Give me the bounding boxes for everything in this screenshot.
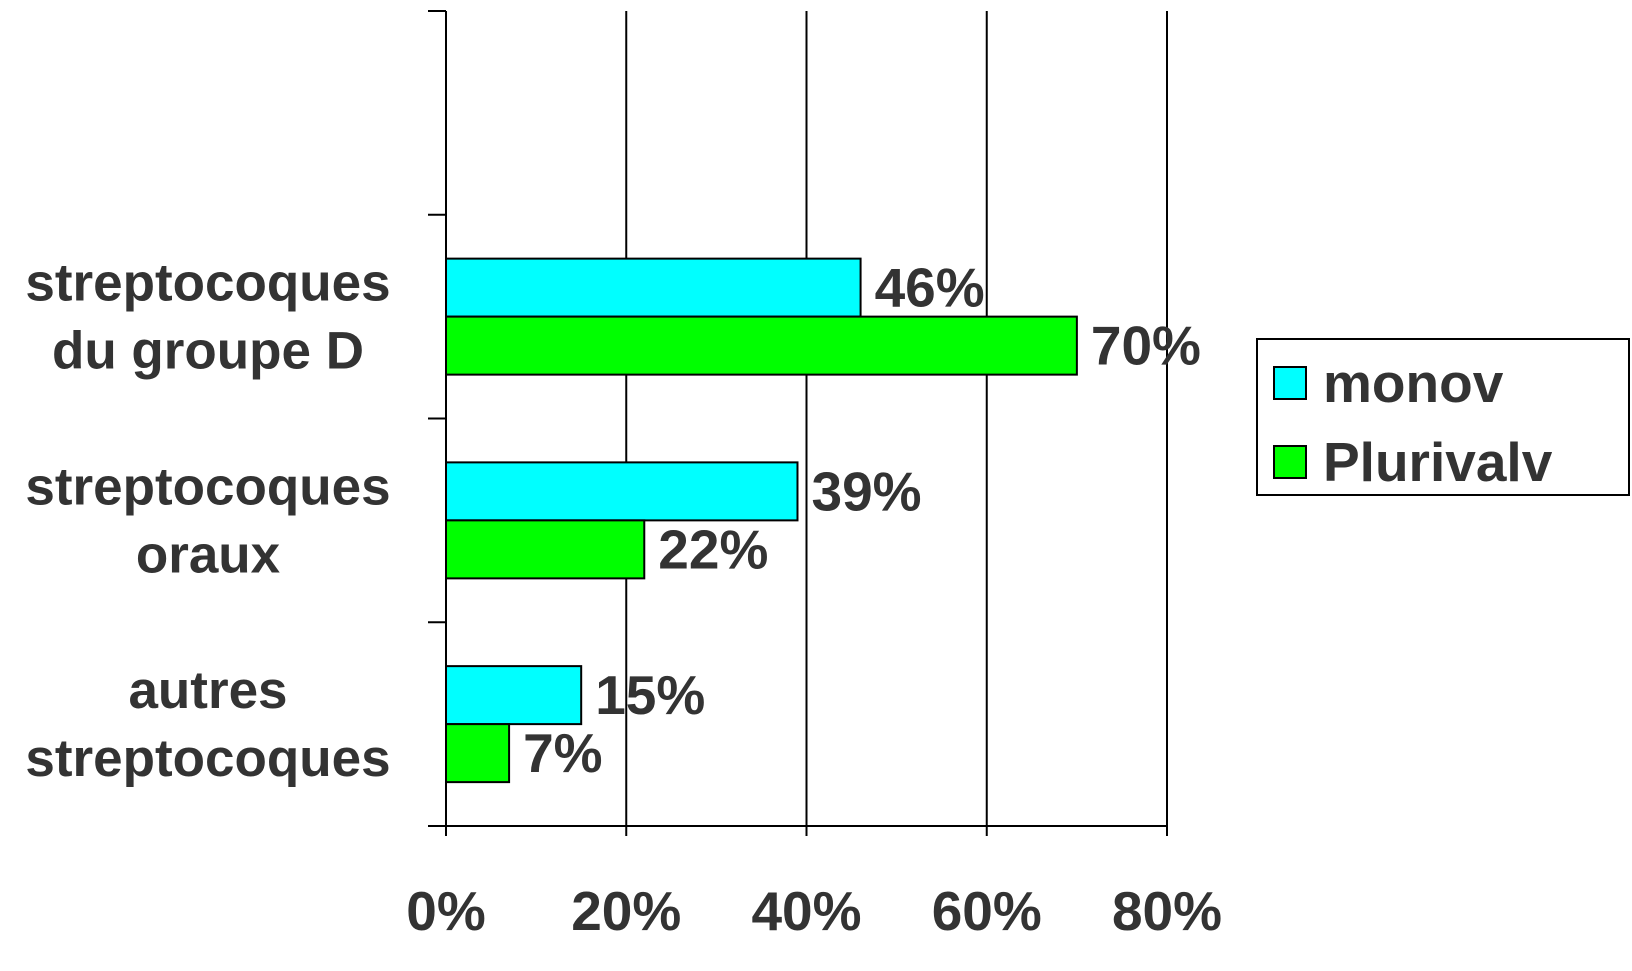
category-label: streptocoques [25, 729, 390, 788]
bar-monov-1 [445, 461, 799, 522]
category-labels: autres streptocoques streptocoques oraux str… [25, 254, 390, 789]
category-label: streptocoques [25, 254, 390, 313]
x-tick-label: 40% [751, 880, 861, 942]
bar-plurivalv-2 [445, 315, 1078, 376]
bar-plurivalv-1 [445, 519, 646, 580]
legend-swatch-monov [1273, 366, 1307, 400]
data-label-monov-1: 39% [811, 460, 921, 522]
gridlines [625, 11, 1168, 826]
x-tick-label: 80% [1112, 880, 1222, 942]
data-label-plurivalv-1: 22% [658, 518, 768, 580]
category-label: oraux [136, 525, 281, 584]
data-label-plurivalv-2: 70% [1091, 315, 1201, 377]
category-label: autres [128, 661, 287, 720]
legend-box [1256, 338, 1630, 496]
bars [445, 257, 1078, 784]
x-tick-label: 60% [932, 880, 1042, 942]
legend-swatch-plurivalv [1273, 445, 1307, 479]
legend-label-plurivalv: Plurivalv [1323, 431, 1553, 493]
bar-monov-2 [445, 257, 862, 318]
bar-plurivalv-0 [445, 723, 511, 784]
x-tick-label: 20% [571, 880, 681, 942]
legend-label-monov: monov [1323, 352, 1504, 414]
x-tick-label: 0% [406, 880, 486, 942]
bar-monov-0 [445, 665, 583, 726]
x-tick-labels: 0% 20% 40% 60% 80% [406, 880, 1222, 942]
data-label-monov-2: 46% [875, 257, 985, 319]
data-label-monov-0: 15% [595, 664, 705, 726]
legend: monov Plurivalv [1256, 338, 1630, 496]
data-label-plurivalv-0: 7% [523, 722, 603, 784]
category-label: du groupe D [52, 322, 364, 381]
data-labels: 15%7% 39% 22% 46% 70% [523, 257, 1201, 785]
category-label: streptocoques [25, 457, 390, 516]
